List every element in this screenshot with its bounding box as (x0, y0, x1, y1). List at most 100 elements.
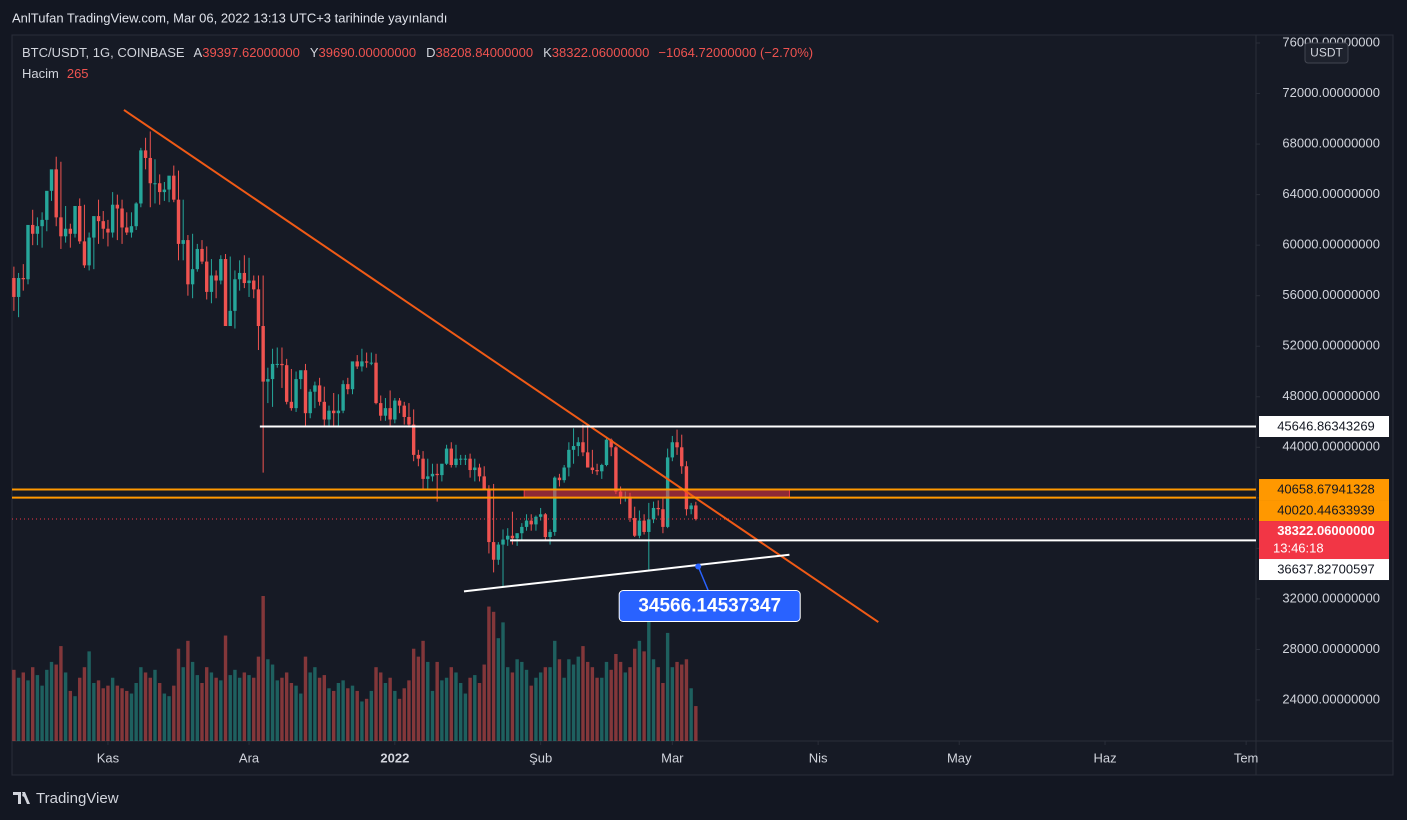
candle-body (181, 240, 185, 244)
x-tick-label: 2022 (380, 750, 409, 765)
volume-bar (172, 685, 176, 741)
chart-pane (11, 34, 1394, 776)
candle-body (115, 204, 120, 209)
volume-bar (110, 677, 115, 741)
volume-bar (604, 661, 609, 741)
candle-body (397, 400, 402, 406)
volume-bar (181, 667, 185, 741)
candle-body (670, 442, 675, 458)
volume-bar (68, 690, 73, 741)
candle-body (148, 157, 152, 184)
y-tick-label: 48000.00000000 (1282, 388, 1380, 403)
volume-bar (167, 696, 171, 741)
level-price-box (1259, 559, 1389, 581)
candle-body (369, 362, 374, 364)
candle-body (421, 458, 425, 479)
volume-bar (59, 646, 63, 741)
currency-badge (1304, 42, 1349, 64)
candle-body (35, 226, 40, 234)
volume-bar (252, 677, 256, 741)
volume-bar (242, 672, 247, 741)
volume-bar (595, 677, 599, 741)
volume-bar (557, 659, 562, 741)
volume-bar (120, 688, 124, 741)
volume-bar (134, 683, 138, 741)
candle-body (308, 391, 312, 414)
overlay: BTC/USDT, 1G, COINBASE A39397.62000000 Y39… (22, 34, 1389, 765)
volume-bar (190, 661, 195, 741)
candle-body (190, 269, 195, 285)
volume-bar (642, 651, 646, 741)
volume-bar (12, 669, 16, 741)
volume-bar (435, 661, 439, 741)
volume-bar (157, 683, 162, 741)
candle-body (449, 448, 453, 465)
candle-body (604, 439, 609, 465)
volume-bar (553, 640, 557, 741)
volume-bar (331, 690, 336, 741)
volume-bar (477, 683, 482, 741)
volume-bar (633, 648, 637, 741)
candle-body (59, 217, 63, 237)
candle-body (153, 183, 157, 185)
volume-bar (209, 672, 214, 741)
volume-bar (585, 661, 590, 741)
candle-body (331, 410, 336, 414)
volume-key: Hacim (22, 66, 59, 81)
candle-body (675, 442, 679, 448)
volume-bar (656, 667, 660, 741)
volume-bar (520, 661, 524, 741)
candle-body (120, 208, 124, 228)
volume-bar (16, 677, 21, 741)
volume-bar (280, 677, 284, 741)
volume-bar (346, 688, 350, 741)
candle-body (270, 363, 275, 380)
candle-body (346, 384, 350, 390)
volume-bar (200, 683, 204, 741)
candle-body (487, 489, 491, 543)
volume-bar (63, 672, 68, 741)
candle-body (402, 405, 406, 417)
publish-title: AnlTufan TradingView.com, Mar 06, 2022 1… (12, 10, 447, 25)
volume-bar (21, 672, 25, 741)
candle-body (106, 228, 110, 233)
candle-body (45, 190, 49, 220)
volume-bar (294, 685, 298, 741)
volume-bar (510, 672, 515, 741)
candle-body (454, 458, 458, 465)
volume-bar (647, 619, 651, 741)
volume-bar (665, 632, 670, 741)
volume-bar (364, 698, 369, 741)
level-price-label: 40020.44633939 (1277, 502, 1375, 517)
candle-body (275, 363, 279, 365)
volume-bar (637, 640, 642, 741)
candle-body (506, 535, 510, 540)
candle-body (252, 280, 256, 290)
volume-bar (303, 656, 308, 741)
x-tick-label: Mar (661, 750, 684, 765)
candle-body (12, 278, 16, 297)
volume-bar (186, 640, 190, 741)
candle-body (49, 169, 54, 191)
legend-change: −1064.72000000 (−2.70%) (658, 45, 813, 60)
candle-body (125, 227, 129, 233)
x-tick-label: Kas (97, 750, 120, 765)
volume-bar (35, 675, 40, 741)
candle-body (581, 442, 585, 453)
volume-bar (506, 667, 510, 741)
candle-body (96, 216, 101, 222)
volume-bar (317, 677, 322, 741)
x-tick-label: Ara (239, 750, 260, 765)
candle-body (689, 505, 693, 510)
annotation-point (695, 563, 702, 570)
volume-bar (379, 672, 383, 741)
candle-body (534, 516, 538, 525)
legend-key: Y (310, 45, 319, 60)
candle-body (139, 150, 143, 204)
candle-body (219, 259, 223, 281)
candle-body (78, 205, 82, 242)
volume-bar (26, 680, 30, 741)
candle-body (510, 535, 515, 539)
volume-bar (266, 659, 270, 741)
volume-bar (228, 675, 232, 741)
